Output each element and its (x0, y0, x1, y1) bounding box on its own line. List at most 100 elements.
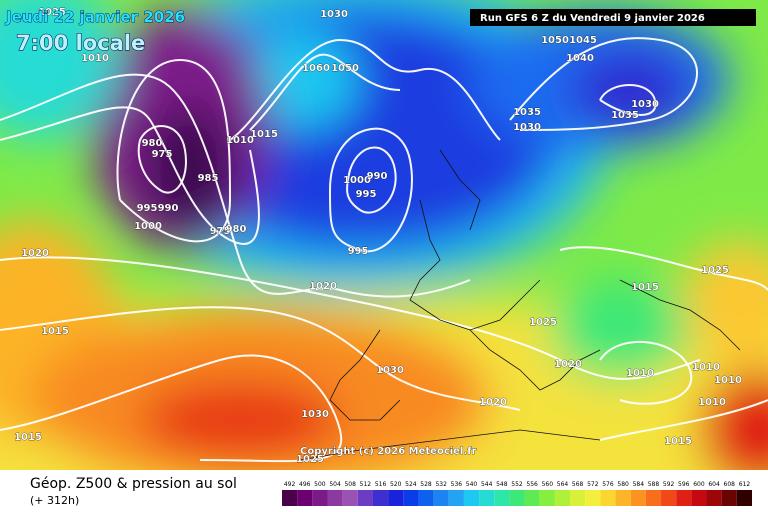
scale-swatch (479, 490, 495, 506)
scale-swatch (327, 490, 343, 506)
isobar-label: 1025 (701, 265, 729, 276)
scale-label: 564 (557, 481, 569, 488)
isobars (0, 37, 768, 463)
isobar-label: 1025 (529, 317, 557, 328)
scale-label: 548 (496, 481, 508, 488)
scale-label: 532 (435, 481, 447, 488)
scale-swatch (706, 490, 722, 506)
scale-label: 576 (602, 481, 614, 488)
isobar-label: 995 (356, 189, 377, 200)
scale-swatch (630, 490, 646, 506)
isobar-label: 1030 (376, 365, 404, 376)
footer-lead: (+ 312h) (30, 494, 79, 507)
scale-swatch (433, 490, 449, 506)
isobar-label: 1015 (41, 326, 69, 337)
scale-swatch (539, 490, 555, 506)
isobar-label: 1015 (631, 282, 659, 293)
color-scale: 492 496 500 504 508 512 516 520 524 528 532 536 540 5… (282, 481, 752, 506)
isobar-label: 1040 (566, 53, 594, 64)
isobar-label: 1010 (226, 135, 254, 146)
scale-label: 584 (633, 481, 645, 488)
scale-swatch (661, 490, 677, 506)
isobar-label: 1030 (513, 122, 541, 133)
isobar-label: 1015 (664, 436, 692, 447)
scale-swatch (388, 490, 404, 506)
isobar-label: 995 (348, 246, 369, 257)
isobar-label: 1025 (296, 454, 324, 465)
scale-label: 516 (375, 481, 387, 488)
scale-swatch (585, 490, 601, 506)
isobar-label: 1060 (302, 63, 330, 74)
scale-swatch (554, 490, 571, 506)
scale-swatch (312, 490, 328, 506)
run-info: Run GFS 6 Z du Vendredi 9 janvier 2026 (480, 13, 705, 24)
scale-swatch (509, 490, 525, 506)
scale-label: 592 (663, 481, 675, 488)
run-box (470, 9, 756, 26)
forecast-date: Jeudi 22 janvier 2026 (5, 8, 185, 26)
isobar-label: 1035 (611, 110, 639, 121)
scale-label: 544 (481, 481, 493, 488)
isobar-label: 980 (226, 224, 247, 235)
scale-swatch (721, 490, 737, 506)
scale-swatch (342, 490, 358, 506)
scale-swatch (357, 490, 373, 506)
isobar-label: 975 (210, 226, 231, 237)
scale-label: 560 (542, 481, 554, 488)
scale-label: 568 (572, 481, 584, 488)
scale-swatch (736, 490, 752, 506)
isobar-label: 1010 (692, 362, 720, 373)
scale-label: 504 (329, 481, 341, 488)
isobar-label: 995 (137, 203, 158, 214)
scale-swatch (615, 490, 631, 506)
isobar-label: 1010 (714, 375, 742, 386)
scale-label: 540 (466, 481, 478, 488)
scale-label: 512 (360, 481, 372, 488)
scale-swatch (494, 490, 510, 506)
isobar-label: 1010 (626, 368, 654, 379)
scale-swatch (570, 490, 586, 506)
scale-swatch (448, 490, 464, 506)
scale-swatch (645, 490, 662, 506)
scale-label: 572 (587, 481, 599, 488)
scale-label: 500 (314, 481, 326, 488)
scale-label: 552 (511, 481, 523, 488)
isobar-label: 990 (367, 171, 388, 182)
isobar-label: 1050 (331, 63, 359, 74)
scale-swatch (297, 490, 313, 506)
scale-swatch (463, 490, 480, 506)
footer-title: Géop. Z500 & pression au sol (30, 476, 237, 492)
isobar-label: 1050 (541, 35, 569, 46)
scale-label: 496 (299, 481, 311, 488)
scale-label: 536 (451, 481, 463, 488)
scale-label: 520 (390, 481, 402, 488)
isobar-label: 1020 (21, 248, 49, 259)
scale-swatch (691, 490, 707, 506)
scale-swatch (403, 490, 419, 506)
scale-swatch (676, 490, 692, 506)
isobar-label: 1010 (698, 397, 726, 408)
scale-label: 600 (693, 481, 705, 488)
scale-label: 528 (420, 481, 432, 488)
scale-label: 604 (708, 481, 720, 488)
scale-swatch (524, 490, 540, 506)
isobar-label: 1010 (81, 53, 109, 64)
isobar-label: 1030 (320, 9, 348, 20)
scale-label: 524 (405, 481, 417, 488)
isobar-label: 985 (198, 173, 219, 184)
isobar-label: 1015 (14, 432, 42, 443)
isobar-label: 990 (158, 203, 179, 214)
scale-label: 556 (526, 481, 538, 488)
isobar-label: 1025 (38, 7, 66, 18)
scale-swatch (282, 490, 298, 506)
coastlines (299, 149, 741, 461)
isobar-label: 1015 (250, 129, 278, 140)
scale-label: 608 (724, 481, 736, 488)
isobar-label: 1000 (134, 221, 162, 232)
isobar-label: 980 (142, 138, 163, 149)
scale-swatch (600, 490, 616, 506)
isobar-label: 1045 (569, 35, 597, 46)
